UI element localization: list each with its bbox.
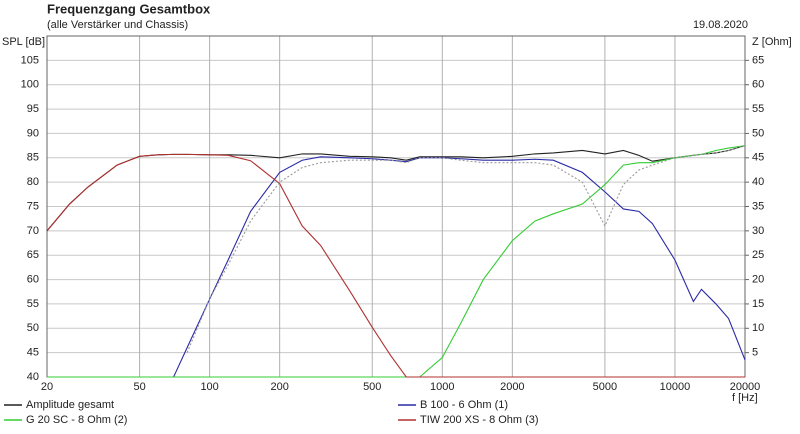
x-tick-label: 2000 (500, 381, 524, 393)
y2-tick-label: 45 (752, 152, 764, 164)
y-tick-label: 70 (27, 225, 39, 237)
x-tick-label: 1000 (430, 381, 454, 393)
y-tick-label: 90 (27, 127, 39, 139)
series-line (186, 145, 746, 353)
y2-axis-label: Z [Ohm] (752, 36, 792, 48)
y-tick-label: 75 (27, 200, 39, 212)
y2-tick-label: 65 (752, 54, 764, 66)
y-tick-label: 100 (21, 79, 39, 91)
chart-subtitle: (alle Verstärker und Chassis) (47, 19, 188, 31)
y-tick-label: 85 (27, 152, 39, 164)
chart-title: Frequenzgang Gesamtbox (47, 1, 211, 16)
y-tick-label: 95 (27, 103, 39, 115)
x-tick-label: 100 (200, 381, 218, 393)
legend-label: B 100 - 6 Ohm (1) (420, 399, 508, 411)
y-axis-label: SPL [dB] (2, 36, 45, 48)
y2-tick-label: 55 (752, 103, 764, 115)
legend-label: TIW 200 XS - 8 Ohm (3) (420, 414, 539, 426)
y2-tick-label: 25 (752, 249, 764, 261)
legend-label: Amplitude gesamt (26, 399, 114, 411)
y2-tick-label: 50 (752, 127, 764, 139)
x-tick-label: 500 (363, 381, 381, 393)
y-tick-label: 55 (27, 298, 39, 310)
y-tick-label: 45 (27, 347, 39, 359)
y-tick-label: 65 (27, 249, 39, 261)
y-tick-label: 105 (21, 54, 39, 66)
y2-tick-label: 30 (752, 225, 764, 237)
y2-tick-label: 5 (752, 347, 758, 359)
y2-tick-label: 60 (752, 79, 764, 91)
x-tick-label: 20000 (730, 381, 761, 393)
y-tick-label: 60 (27, 273, 39, 285)
legend-label: G 20 SC - 8 Ohm (2) (26, 414, 127, 426)
x-tick-label: 10000 (660, 381, 691, 393)
x-tick-label: 5000 (593, 381, 617, 393)
y2-tick-label: 10 (752, 322, 764, 334)
x-tick-label: 50 (133, 381, 145, 393)
y2-tick-label: 35 (752, 200, 764, 212)
y2-tick-label: 15 (752, 298, 764, 310)
x-tick-label: 200 (270, 381, 288, 393)
y-tick-label: 50 (27, 322, 39, 334)
series-line (46, 153, 745, 378)
chart-date: 19.08.2020 (693, 19, 748, 31)
y-tick-label: 80 (27, 176, 39, 188)
x-tick-label: 20 (41, 381, 53, 393)
y2-tick-label: 20 (752, 273, 764, 285)
x-axis-label: f [Hz] (732, 392, 758, 404)
y2-tick-label: 40 (752, 176, 764, 188)
y-tick-label: 40 (27, 371, 39, 383)
